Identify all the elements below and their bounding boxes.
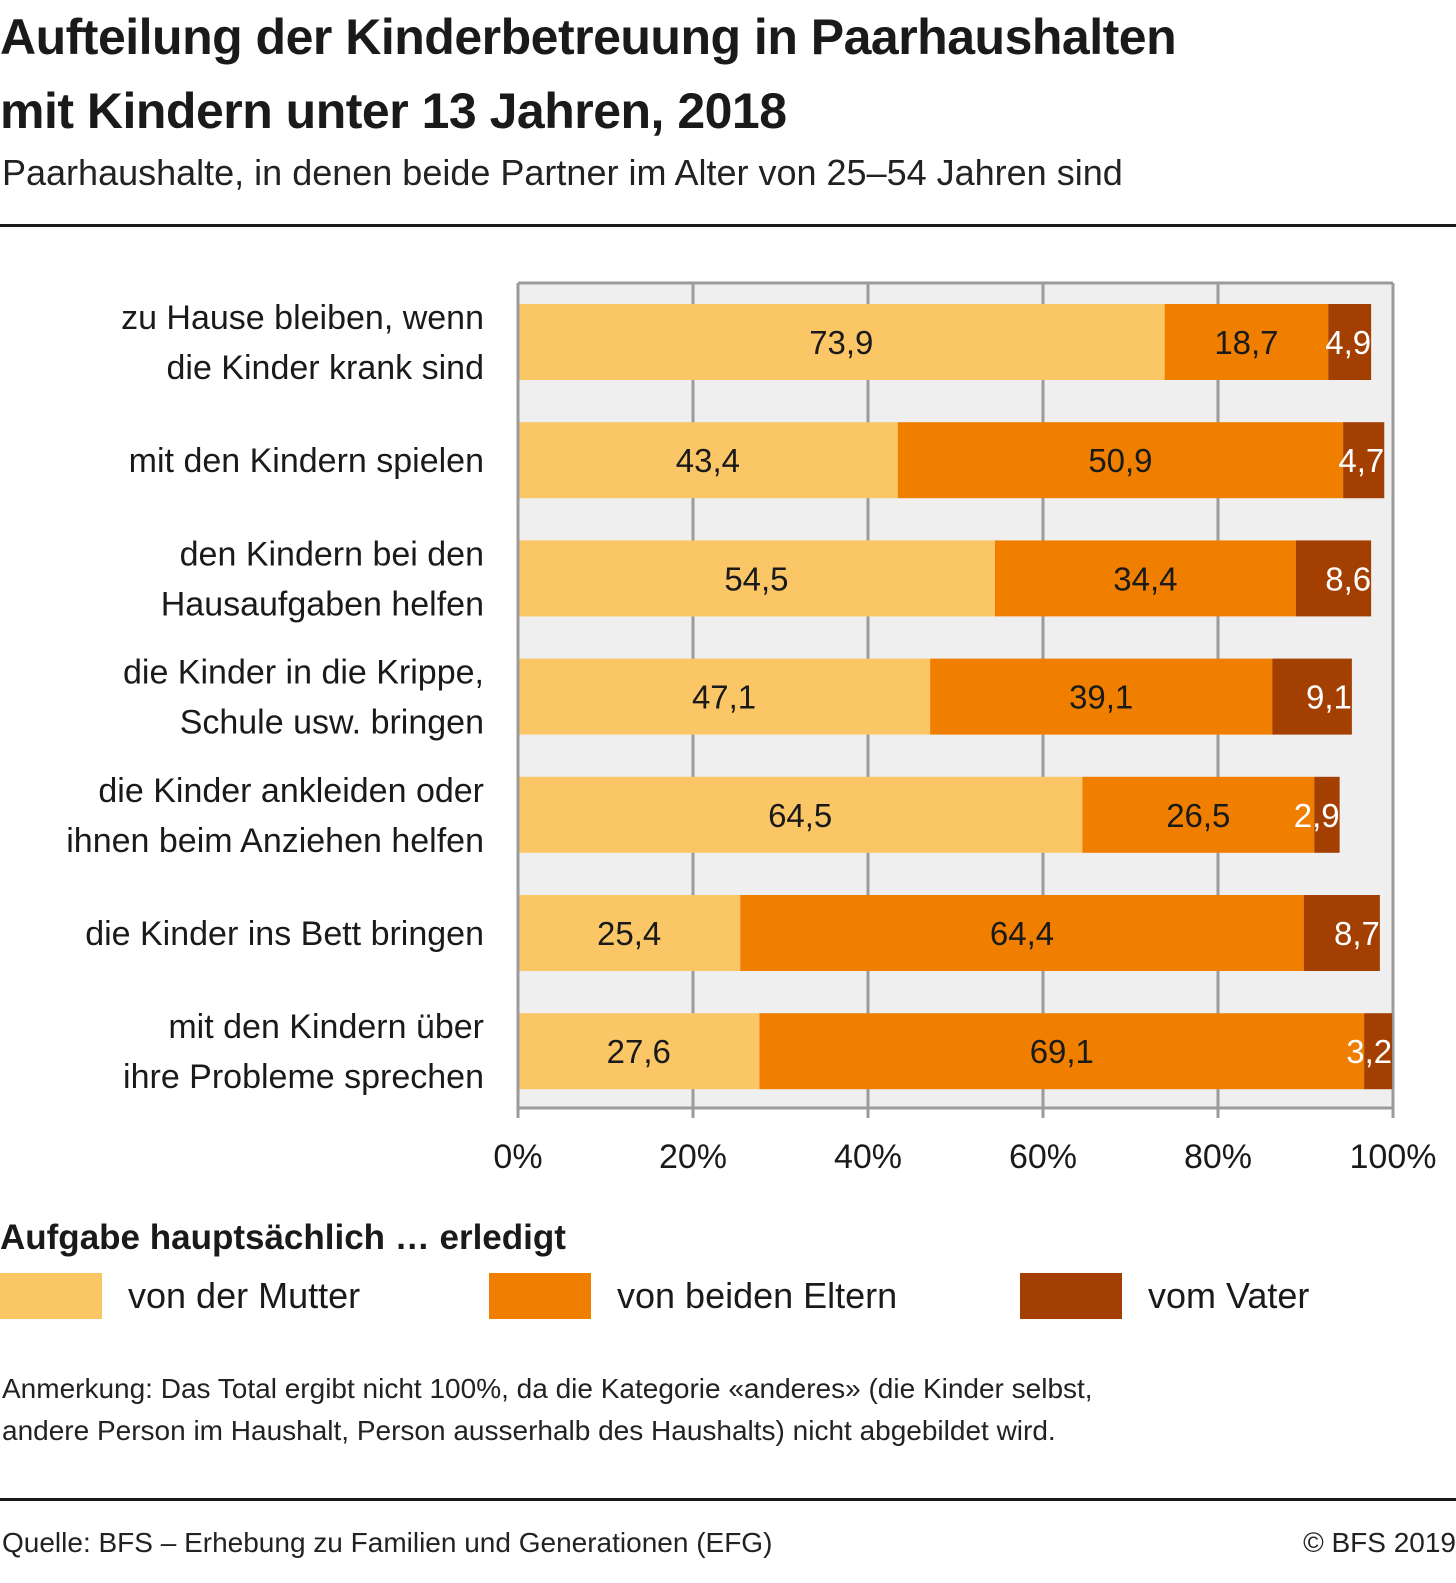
footnote-line-1: Anmerkung: Das Total ergibt nicht 100%, … bbox=[2, 1373, 1093, 1404]
bar-segment bbox=[759, 1013, 1365, 1090]
category-label: Schule usw. bringen bbox=[180, 704, 484, 742]
data-label: 9,1 bbox=[1306, 679, 1352, 716]
category-label: Hausaufgaben helfen bbox=[161, 585, 484, 623]
bar-segment bbox=[1314, 776, 1340, 853]
category-label: ihre Probleme sprechen bbox=[123, 1058, 484, 1096]
bar-segment bbox=[1343, 422, 1385, 499]
bottom-divider bbox=[0, 1498, 1456, 1501]
bar-segment bbox=[1364, 1013, 1393, 1090]
copyright-text: © BFS 2019 bbox=[1303, 1527, 1456, 1558]
data-label: 26,5 bbox=[1166, 797, 1230, 834]
data-label: 64,4 bbox=[990, 915, 1054, 952]
data-label: 4,7 bbox=[1338, 442, 1384, 479]
data-label: 47,1 bbox=[692, 679, 756, 716]
chart-title-line-1: Aufteilung der Kinderbetreuung in Paarha… bbox=[0, 9, 1177, 65]
legend-swatch-father bbox=[1020, 1273, 1122, 1319]
stacked-bar-chart: 73,9 18,7 4,9 zu Hause bleiben, wenn die Kin… bbox=[66, 281, 1437, 1176]
category-label: ihnen beim Anziehen helfen bbox=[66, 822, 484, 860]
data-label: 34,4 bbox=[1113, 560, 1177, 597]
bar-segment bbox=[1295, 540, 1372, 617]
bar-segment bbox=[1082, 776, 1315, 853]
source-text: Quelle: BFS – Erhebung zu Familien und G… bbox=[2, 1527, 773, 1558]
bar-segment bbox=[518, 658, 931, 735]
x-tick-label: 0% bbox=[493, 1138, 542, 1176]
category-label: den Kindern bei den bbox=[180, 535, 484, 573]
x-tick-label: 60% bbox=[1009, 1138, 1077, 1176]
bar-segment bbox=[518, 776, 1083, 853]
top-divider bbox=[0, 224, 1456, 227]
category-label: die Kinder ankleiden oder bbox=[98, 772, 484, 810]
bar-segment bbox=[518, 895, 741, 971]
data-label: 27,6 bbox=[607, 1033, 671, 1070]
legend-swatch-mother bbox=[0, 1273, 102, 1319]
bar-segment bbox=[1272, 658, 1352, 735]
footnote: Anmerkung: Das Total ergibt nicht 100%, … bbox=[2, 1368, 1093, 1452]
data-label: 18,7 bbox=[1214, 324, 1278, 361]
legend-label-both-parents: von beiden Eltern bbox=[617, 1275, 898, 1316]
data-label: 2,9 bbox=[1294, 797, 1340, 834]
data-label: 3,2 bbox=[1346, 1033, 1392, 1070]
legend-label-father: vom Vater bbox=[1148, 1275, 1310, 1316]
chart-title-line-2: mit Kindern unter 13 Jahren, 2018 bbox=[0, 83, 787, 139]
footnote-line-2: andere Person im Haushalt, Person ausser… bbox=[2, 1415, 1056, 1446]
category-label: die Kinder krank sind bbox=[166, 349, 484, 387]
x-tick-label: 100% bbox=[1350, 1138, 1437, 1176]
legend-item-mother: von der Mutter bbox=[0, 1273, 360, 1319]
data-label: 54,5 bbox=[724, 560, 788, 597]
bar-segment bbox=[994, 540, 1296, 617]
data-label: 73,9 bbox=[809, 324, 873, 361]
data-label: 25,4 bbox=[597, 915, 661, 952]
data-label: 69,1 bbox=[1030, 1033, 1094, 1070]
legend-swatch-both-parents bbox=[489, 1273, 591, 1319]
data-label: 4,9 bbox=[1325, 324, 1371, 361]
data-label: 8,7 bbox=[1334, 915, 1380, 952]
data-label: 50,9 bbox=[1088, 442, 1152, 479]
x-tick-label: 80% bbox=[1184, 1138, 1252, 1176]
bar-segment bbox=[1328, 304, 1372, 380]
bar-segment bbox=[1164, 304, 1329, 380]
legend-item-both-parents: von beiden Eltern bbox=[489, 1273, 897, 1319]
category-label: die Kinder ins Bett bringen bbox=[85, 915, 484, 953]
bar-segment bbox=[518, 422, 898, 499]
x-tick-label: 20% bbox=[659, 1138, 727, 1176]
chart-title: Aufteilung der Kinderbetreuung in Paarha… bbox=[0, 0, 1456, 148]
data-label: 64,5 bbox=[768, 797, 832, 834]
data-label: 8,6 bbox=[1325, 560, 1371, 597]
bar-segment bbox=[740, 895, 1304, 971]
category-label: mit den Kindern spielen bbox=[129, 442, 484, 480]
bar-segment bbox=[518, 1013, 760, 1090]
bar-segment bbox=[518, 540, 995, 617]
legend-label-mother: von der Mutter bbox=[128, 1275, 361, 1316]
category-label: zu Hause bleiben, wenn bbox=[121, 299, 484, 337]
legend-title: Aufgabe hauptsächlich … erledigt bbox=[0, 1218, 566, 1257]
bar-segment bbox=[518, 304, 1165, 380]
data-label: 43,4 bbox=[676, 442, 740, 479]
bar-segment bbox=[1303, 895, 1380, 971]
data-label: 39,1 bbox=[1069, 679, 1133, 716]
legend-item-father: vom Vater bbox=[1020, 1273, 1309, 1319]
category-label: die Kinder in die Krippe, bbox=[123, 654, 484, 692]
category-label: mit den Kindern über bbox=[168, 1008, 484, 1046]
x-tick-label: 40% bbox=[834, 1138, 902, 1176]
bar-segment bbox=[930, 658, 1273, 735]
bar-segment bbox=[897, 422, 1344, 499]
chart-subtitle: Paarhaushalte, in denen beide Partner im… bbox=[2, 152, 1123, 193]
